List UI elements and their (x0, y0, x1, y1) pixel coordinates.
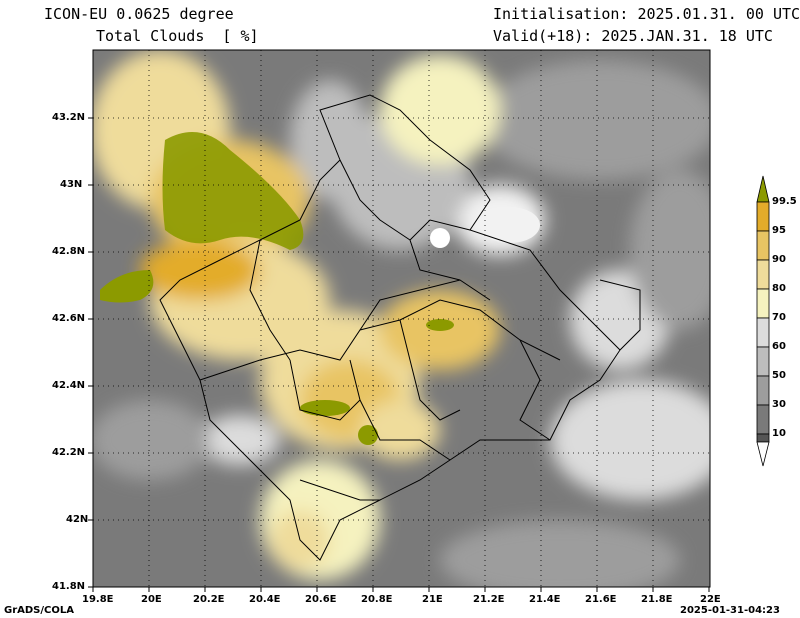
lon-label: 21.8E (641, 594, 673, 605)
colorbar-label: 99.5 (772, 196, 797, 207)
colorbar (756, 175, 770, 467)
colorbar-label: 70 (772, 312, 786, 323)
lat-label: 42.2N (52, 447, 86, 458)
lat-label: 42.8N (52, 246, 86, 257)
lat-label: 43N (60, 179, 83, 190)
lon-label: 21E (422, 594, 443, 605)
colorbar-label: 90 (772, 254, 786, 265)
lat-label: 43.2N (52, 112, 86, 123)
colorbar-label: 30 (772, 399, 786, 410)
cloud-field (93, 50, 710, 587)
lon-label: 21.6E (585, 594, 617, 605)
lon-label: 20.8E (361, 594, 393, 605)
colorbar-label: 80 (772, 283, 786, 294)
grads-credit: GrADS/COLA (4, 605, 74, 616)
colorbar-label: 60 (772, 341, 786, 352)
model-title: ICON-EU 0.0625 degree (44, 5, 234, 23)
lat-label: 42.4N (52, 380, 86, 391)
lat-label: 42.6N (52, 313, 86, 324)
lon-label: 20E (141, 594, 162, 605)
lon-label: 21.2E (473, 594, 505, 605)
lon-label: 20.6E (305, 594, 337, 605)
lon-label: 19.8E (82, 594, 114, 605)
init-time: Initialisation: 2025.01.31. 00 UTC (493, 5, 800, 23)
variable-title: Total Clouds [ %] (96, 27, 259, 45)
lon-label: 21.4E (529, 594, 561, 605)
render-timestamp: 2025-01-31-04:23 (680, 605, 780, 616)
country-borders (159, 94, 641, 561)
lat-label: 41.8N (52, 581, 86, 592)
valid-time: Valid(+18): 2025.JAN.31. 18 UTC (493, 27, 773, 45)
lat-label: 42N (66, 514, 89, 525)
lon-label: 20.2E (193, 594, 225, 605)
colorbar-label: 95 (772, 225, 786, 236)
lon-label: 22E (700, 594, 721, 605)
colorbar-label: 50 (772, 370, 786, 381)
colorbar-label: 10 (772, 428, 786, 439)
lon-label: 20.4E (249, 594, 281, 605)
